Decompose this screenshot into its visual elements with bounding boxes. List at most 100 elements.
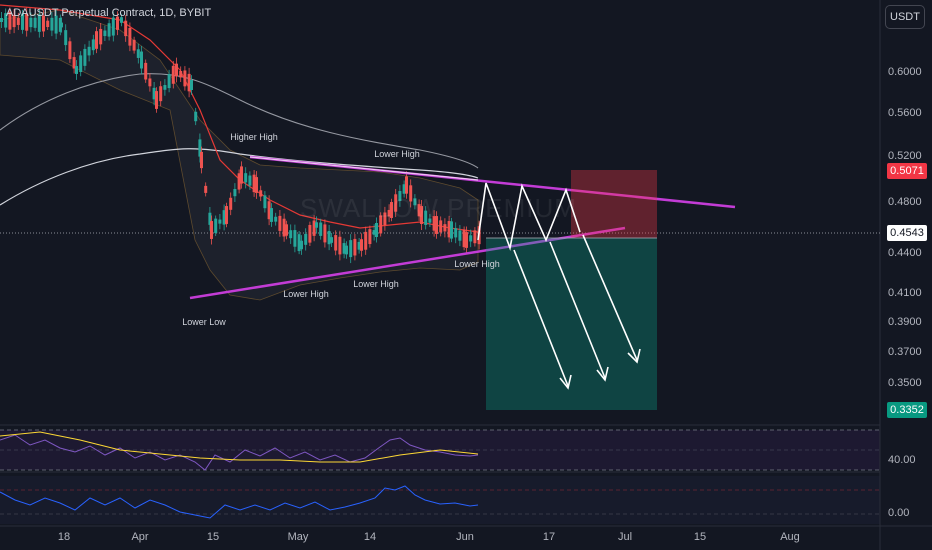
candle xyxy=(140,51,143,69)
candle xyxy=(390,202,393,218)
candle xyxy=(447,221,451,238)
candle xyxy=(443,224,447,232)
candle xyxy=(387,209,391,217)
candle xyxy=(237,173,241,190)
candle xyxy=(194,111,198,122)
annotation-label: Lower High xyxy=(283,289,329,299)
candle xyxy=(439,220,443,233)
candle xyxy=(33,17,37,28)
candle xyxy=(124,20,128,37)
candle xyxy=(372,230,376,235)
candle xyxy=(46,20,50,28)
candle xyxy=(308,224,312,243)
candle xyxy=(300,240,303,250)
candle xyxy=(64,30,68,46)
price-label: 0.4100 xyxy=(888,287,922,299)
annotation-label: Lower High xyxy=(353,279,399,289)
price-label: 0.4400 xyxy=(888,247,922,259)
time-label: Apr xyxy=(131,531,149,543)
candle xyxy=(465,232,468,248)
candle xyxy=(95,31,98,49)
oscillator-line xyxy=(0,485,479,519)
candle xyxy=(248,175,252,186)
candle xyxy=(148,78,152,87)
candle xyxy=(229,197,233,210)
candle xyxy=(204,185,208,193)
candle xyxy=(225,206,228,224)
candle xyxy=(462,229,466,248)
time-label: 15 xyxy=(693,531,707,543)
candle xyxy=(83,48,87,66)
currency-button[interactable]: USDT xyxy=(885,5,925,29)
candle xyxy=(37,14,41,32)
candle xyxy=(289,230,293,239)
candle xyxy=(222,210,226,225)
ma-100-line xyxy=(0,73,479,169)
candle xyxy=(327,230,331,245)
candle xyxy=(349,240,353,258)
time-label: Jul xyxy=(617,531,633,543)
candle xyxy=(315,222,318,228)
candle xyxy=(4,13,8,28)
annotation-label: Lower Low xyxy=(182,317,226,327)
osc-axis-label: 0.00 xyxy=(888,507,910,519)
candle xyxy=(454,228,458,238)
candle xyxy=(16,17,20,25)
candle xyxy=(417,204,421,217)
time-label: Jun xyxy=(456,531,474,543)
candle xyxy=(424,210,428,225)
symbol-title: ADAUSDT Perpetual Contract, 1D, BYBIT xyxy=(6,7,212,19)
candle xyxy=(263,195,267,209)
lower-trendline xyxy=(189,226,626,300)
candle xyxy=(383,212,387,226)
candle xyxy=(435,216,438,234)
candle xyxy=(233,189,237,197)
price-label: 0.5600 xyxy=(888,107,922,119)
candle xyxy=(200,151,203,169)
candle xyxy=(159,86,163,102)
candle xyxy=(0,18,3,22)
candle xyxy=(152,87,156,100)
candle xyxy=(255,177,258,193)
price-label: 0.4800 xyxy=(888,196,922,208)
current-price-tag: 0.4543 xyxy=(887,225,927,241)
candle xyxy=(218,219,222,224)
time-label: 18 xyxy=(57,531,71,543)
candle xyxy=(60,22,63,28)
candle xyxy=(187,73,191,92)
annotation-label: Higher High xyxy=(230,132,278,142)
candle xyxy=(120,17,123,23)
candle xyxy=(155,91,158,109)
candle xyxy=(360,239,363,251)
candle xyxy=(297,234,301,252)
candle xyxy=(420,206,423,224)
ma-200-line xyxy=(0,148,479,206)
candle xyxy=(171,65,175,84)
target-zone xyxy=(486,238,657,410)
rsi-axis-label: 40.00 xyxy=(888,454,916,466)
candle xyxy=(175,63,178,77)
candle xyxy=(323,224,327,243)
price-label: 0.6000 xyxy=(888,66,922,78)
candle xyxy=(87,46,91,56)
rsi-ma-line xyxy=(0,431,479,463)
projection-arrows xyxy=(513,234,641,390)
candle xyxy=(379,215,383,234)
candle xyxy=(72,57,76,69)
candle xyxy=(285,224,288,236)
candle xyxy=(252,174,256,193)
candle xyxy=(274,216,278,222)
candle xyxy=(79,55,83,73)
candlestick-series xyxy=(0,7,481,264)
candle xyxy=(330,237,333,243)
candle xyxy=(214,218,218,233)
time-label: 14 xyxy=(363,531,377,543)
candle xyxy=(428,218,432,223)
candle xyxy=(132,39,136,51)
candle xyxy=(353,238,357,256)
candle xyxy=(179,70,183,78)
candle xyxy=(42,15,45,32)
candle xyxy=(364,231,368,250)
candle xyxy=(128,27,132,46)
